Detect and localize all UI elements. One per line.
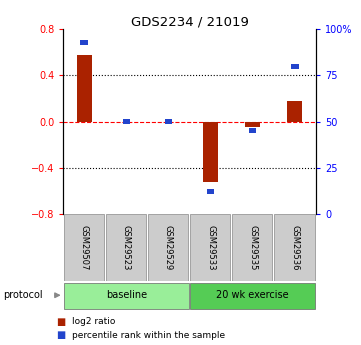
- Bar: [81, 40, 88, 45]
- Bar: [207, 189, 214, 194]
- Bar: [165, 119, 172, 124]
- Bar: [64, 214, 104, 281]
- Text: ■: ■: [56, 317, 65, 326]
- Bar: [64, 283, 189, 309]
- Text: GSM29533: GSM29533: [206, 225, 215, 270]
- Text: baseline: baseline: [106, 290, 147, 300]
- Bar: [287, 101, 302, 122]
- Title: GDS2234 / 21019: GDS2234 / 21019: [131, 15, 248, 28]
- Text: GSM29523: GSM29523: [122, 225, 131, 270]
- Text: percentile rank within the sample: percentile rank within the sample: [72, 331, 225, 340]
- Text: protocol: protocol: [4, 290, 43, 300]
- Bar: [148, 214, 188, 281]
- Bar: [203, 122, 218, 181]
- Bar: [232, 214, 273, 281]
- Bar: [291, 63, 299, 69]
- Bar: [249, 128, 256, 134]
- Text: ■: ■: [56, 331, 65, 340]
- Text: GSM29535: GSM29535: [248, 225, 257, 270]
- Text: GSM29507: GSM29507: [80, 225, 89, 270]
- Bar: [245, 122, 260, 127]
- Text: GSM29536: GSM29536: [290, 225, 299, 270]
- Text: log2 ratio: log2 ratio: [72, 317, 116, 326]
- Bar: [190, 214, 230, 281]
- Text: GSM29529: GSM29529: [164, 225, 173, 270]
- Text: 20 wk exercise: 20 wk exercise: [216, 290, 289, 300]
- Bar: [77, 55, 92, 122]
- Bar: [190, 283, 316, 309]
- Bar: [274, 214, 314, 281]
- Bar: [106, 214, 146, 281]
- Bar: [122, 119, 130, 124]
